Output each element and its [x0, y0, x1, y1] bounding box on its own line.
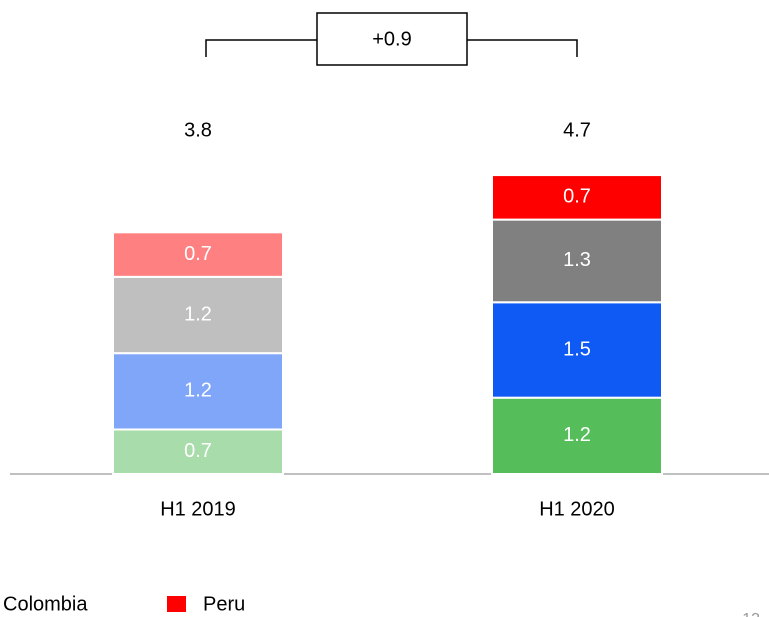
segment-label: 1.2: [184, 380, 212, 402]
bar-segment: [491, 174, 663, 221]
difference-label: +0.9: [372, 28, 411, 50]
x-tick-label: H1 2020: [539, 498, 615, 520]
bar-segment: [112, 231, 284, 278]
segment-label: 0.7: [184, 243, 212, 265]
bar-segment: [112, 275, 284, 355]
segment-label: 1.5: [563, 338, 591, 360]
total-label: 4.7: [563, 119, 591, 141]
bar-segment: [491, 218, 663, 304]
bar-segment: [112, 352, 284, 431]
segment-label: 1.2: [563, 424, 591, 446]
total-label: 3.8: [184, 119, 212, 141]
segment-label: 1.3: [563, 249, 591, 271]
legend-swatch: [167, 596, 186, 612]
bar-segment: [491, 301, 663, 399]
difference-bracket: [205, 39, 578, 57]
segment-label: 0.7: [184, 440, 212, 462]
x-tick-label: H1 2019: [160, 498, 236, 520]
bar-segment: [491, 396, 663, 475]
segment-label: 1.2: [184, 303, 212, 325]
segment-label: 0.7: [563, 186, 591, 208]
difference-box: [316, 12, 468, 66]
legend-label: Colombia: [3, 593, 88, 615]
page-number: 13: [742, 611, 760, 617]
legend-label: Peru: [203, 593, 245, 615]
